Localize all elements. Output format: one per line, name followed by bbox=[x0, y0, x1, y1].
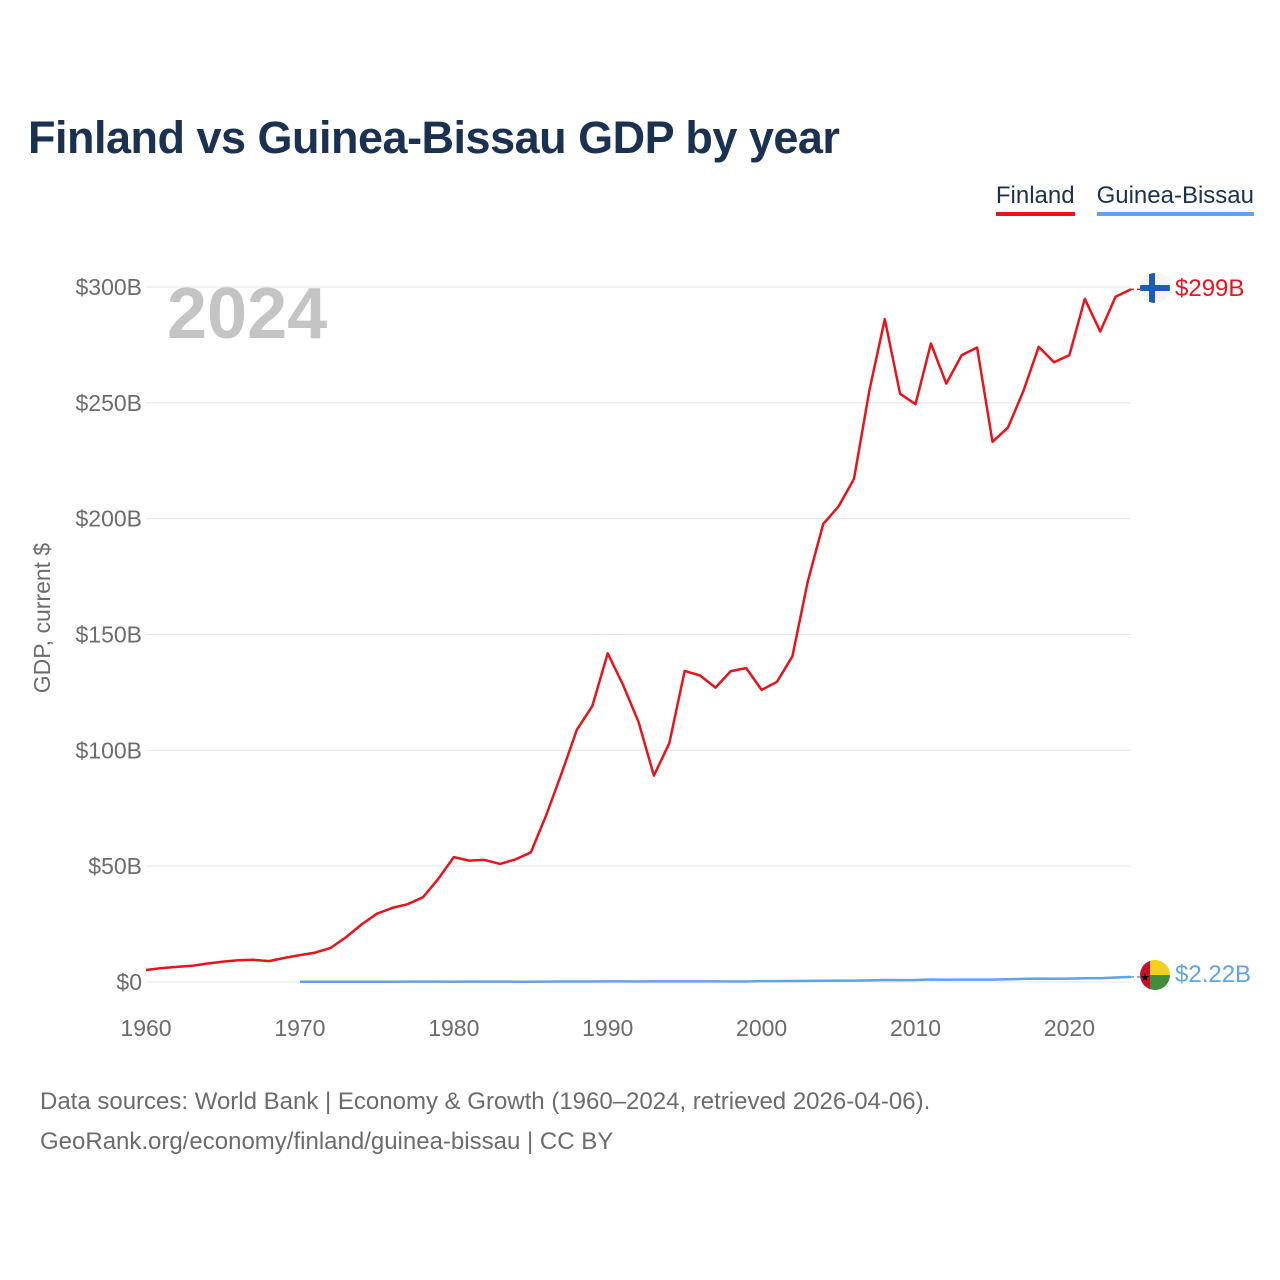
guinea-bissau-line[interactable] bbox=[299, 975, 1132, 984]
footer-link[interactable]: GeoRank.org/economy/finland/guinea-bissa… bbox=[40, 1128, 614, 1155]
series-lines bbox=[145, 288, 1140, 984]
finland-flag-icon bbox=[1140, 273, 1170, 303]
chart-title: Finland vs Guinea-Bissau GDP by year bbox=[28, 112, 840, 163]
guinea-bissau-flag-icon: ★ bbox=[1140, 960, 1170, 990]
legend-item-guinea-bissau[interactable]: Guinea-Bissau bbox=[1096, 182, 1254, 216]
x-tick-label: 1990 bbox=[582, 1015, 633, 1041]
x-tick-label: 2020 bbox=[1044, 1015, 1095, 1041]
y-tick-label: $250B bbox=[75, 390, 142, 416]
y-tick-label: $50B bbox=[88, 853, 142, 879]
finland-line[interactable] bbox=[145, 288, 1132, 972]
x-tick-label: 1980 bbox=[428, 1015, 479, 1041]
guinea-bissau-end-value-label: $2.22B bbox=[1175, 961, 1251, 988]
year-label: 2024 bbox=[167, 274, 327, 354]
svg-text:★: ★ bbox=[1140, 972, 1150, 984]
y-axis-ticks: $0 $50B $100B $150B $200B $250B $300B bbox=[75, 274, 142, 995]
footer-sources: Data sources: World Bank | Economy & Gro… bbox=[40, 1088, 931, 1115]
y-axis-label: GDP, current $ bbox=[29, 543, 55, 694]
x-tick-label: 2000 bbox=[736, 1015, 787, 1041]
x-axis-ticks: 1960 1970 1980 1990 2000 2010 2020 bbox=[120, 1015, 1095, 1041]
y-tick-label: $100B bbox=[75, 737, 142, 763]
y-tick-label: $300B bbox=[75, 274, 142, 300]
y-tick-label: $150B bbox=[75, 622, 142, 648]
footer: Data sources: World Bank | Economy & Gro… bbox=[40, 1082, 930, 1162]
finland-end-value-label: $299B bbox=[1175, 275, 1244, 302]
y-tick-label: $200B bbox=[75, 506, 142, 532]
x-tick-label: 2010 bbox=[890, 1015, 941, 1041]
x-tick-label: 1960 bbox=[120, 1015, 171, 1041]
legend: Finland Guinea-Bissau bbox=[995, 182, 1254, 216]
y-tick-label: $0 bbox=[116, 969, 142, 995]
legend-item-finland[interactable]: Finland bbox=[995, 182, 1075, 216]
gdp-line-chart: $0 $50B $100B $150B $200B $250B $300B 1960 1970… bbox=[29, 273, 1251, 1041]
x-tick-label: 1970 bbox=[274, 1015, 325, 1041]
